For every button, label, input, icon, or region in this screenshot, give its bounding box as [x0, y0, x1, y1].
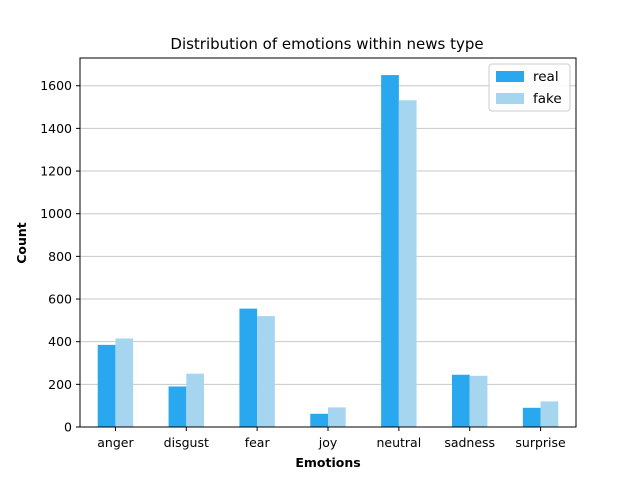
y-axis-title: Count	[14, 222, 29, 264]
x-tick-label-fear: fear	[245, 435, 271, 450]
bar-fake-sadness	[469, 375, 488, 427]
bar-fake-surprise	[540, 401, 559, 427]
y-tick-label: 0	[64, 420, 72, 435]
legend-label-real: real	[533, 69, 559, 85]
bar-fake-anger	[115, 338, 134, 427]
chart-title: Distribution of emotions within news typ…	[170, 35, 483, 53]
y-tick-label: 600	[48, 292, 72, 307]
x-axis-ticks: anger disgust fear joy neutral sadness surpris…	[97, 427, 566, 450]
bars	[97, 75, 559, 428]
legend-label-fake: fake	[533, 91, 562, 107]
grid-lines	[80, 85, 576, 428]
y-tick-label: 400	[48, 334, 72, 349]
y-axis-ticks: 0 200 400 600 800 1000 1200 1400 1600	[40, 78, 80, 435]
x-tick-label-joy: joy	[318, 435, 338, 450]
x-axis-title: Emotions	[295, 455, 360, 470]
bar-real-disgust	[168, 386, 187, 427]
y-tick-label: 1000	[40, 206, 72, 221]
x-tick-label-disgust: disgust	[164, 435, 209, 450]
legend: real fake	[488, 63, 571, 112]
bar-real-neutral	[381, 75, 399, 427]
bar-fake-joy	[328, 407, 346, 427]
legend-swatch-real	[496, 71, 524, 82]
y-tick-label: 200	[48, 377, 72, 392]
y-tick-label: 1400	[40, 121, 72, 136]
y-tick-label: 1200	[40, 164, 72, 179]
bar-real-fear	[239, 308, 258, 427]
bar-fake-disgust	[186, 373, 204, 427]
bar-fake-fear	[257, 316, 275, 427]
x-tick-label-anger: anger	[97, 435, 134, 450]
bar-real-sadness	[452, 374, 470, 427]
legend-swatch-fake	[496, 93, 524, 104]
bar-real-surprise	[522, 407, 541, 427]
x-tick-label-neutral: neutral	[376, 435, 421, 450]
bar-real-anger	[97, 344, 116, 427]
bar-real-joy	[310, 413, 328, 427]
y-tick-label: 800	[48, 249, 72, 264]
plot-area-frame	[79, 57, 577, 428]
x-tick-label-sadness: sadness	[444, 435, 495, 450]
bar-fake-neutral	[398, 100, 417, 428]
y-tick-label: 1600	[40, 78, 72, 93]
x-tick-label-surprise: surprise	[515, 435, 566, 450]
